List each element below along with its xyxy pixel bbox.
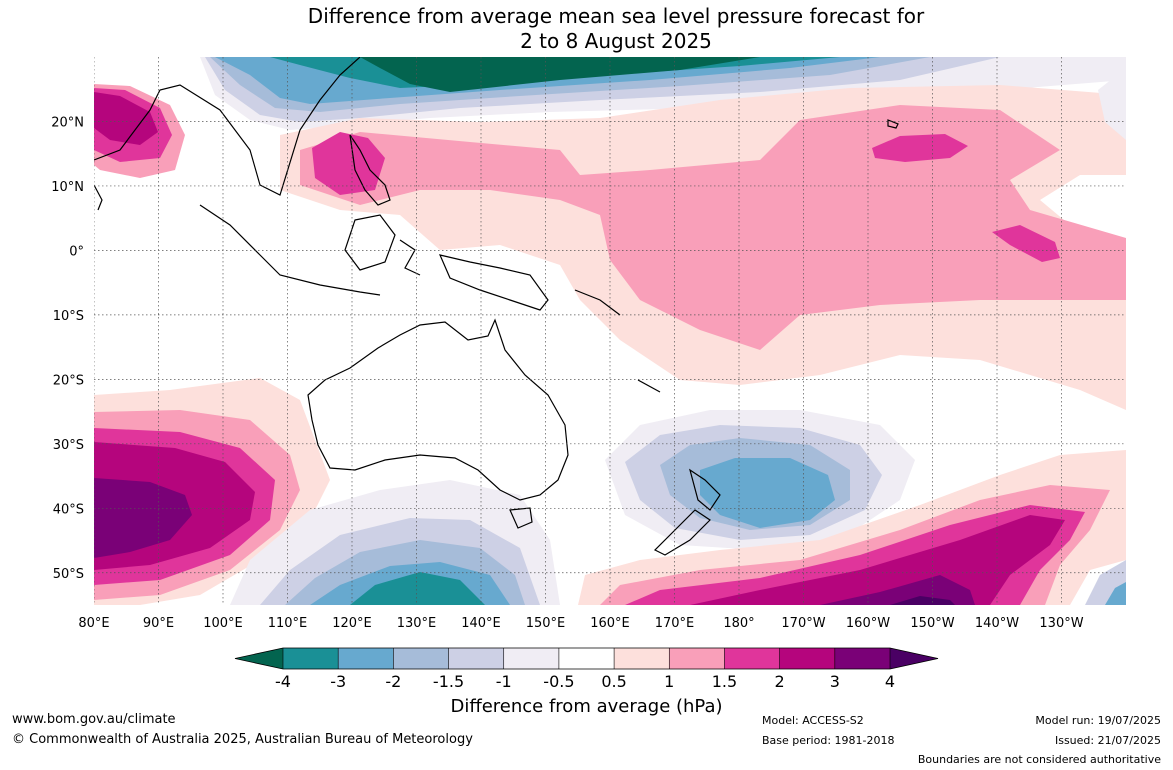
sulawesi-coast	[399, 239, 421, 276]
eq-band-pos-1p5-a	[312, 132, 385, 195]
tasmania-coast	[509, 507, 533, 529]
latitude-label: 10°S	[53, 309, 84, 324]
title-line-1: Difference from average mean sea level p…	[307, 4, 925, 28]
model-run-date: Model run: 19/07/2025	[1035, 714, 1161, 727]
colorbar-segment	[503, 648, 560, 669]
chart-title: Difference from average mean sea level p…	[0, 4, 1173, 54]
colorbar-tick-label: 1.5	[712, 672, 737, 691]
colorbar-segment	[338, 648, 394, 669]
longitude-label: 90°E	[143, 616, 174, 631]
longitude-label: 120°E	[332, 616, 372, 631]
longitude-label: 100°E	[203, 616, 243, 631]
issued-date: Issued: 21/07/2025	[1054, 734, 1161, 747]
colorbar-tick-label: -1	[496, 672, 512, 691]
philippines-coast	[349, 134, 391, 206]
latitude-label: 20°S	[53, 373, 84, 388]
eq-band-pos-1	[300, 105, 1126, 350]
sw-blob-pos-3	[94, 478, 192, 558]
ne-corner-neg	[1098, 68, 1126, 140]
north-band-below-4	[360, 57, 760, 92]
latitude-label: 50°S	[53, 567, 84, 582]
colorbar-tick-label: -0.5	[543, 672, 574, 691]
colorbar-tick-label: -2	[385, 672, 401, 691]
colorbar-segment	[724, 648, 781, 669]
colorbar-segment	[283, 648, 339, 669]
solomon-islands	[574, 289, 621, 316]
australia-coast	[307, 318, 569, 501]
colorbar-title: Difference from average (hPa)	[450, 696, 723, 717]
longitude-label: 160°E	[590, 616, 630, 631]
india-tip	[94, 184, 103, 211]
nz-blob-neg-2	[700, 458, 835, 528]
longitude-label: 150°E	[526, 616, 566, 631]
colorbar-tick-label: -3	[330, 672, 346, 691]
latitude-label: 40°S	[53, 502, 84, 517]
map-field	[94, 57, 1126, 605]
colorbar-tick-label: 1	[664, 672, 674, 691]
se-band-above-4	[890, 596, 955, 605]
longitude-label: 130°W	[1039, 616, 1083, 631]
nw-blob-pos-2	[94, 92, 158, 145]
copyright-text: © Commonwealth of Australia 2025, Austra…	[12, 732, 473, 747]
latitude-labels: 20°N 10°N 0° 10°S 20°S 30°S 40°S 50°S	[51, 115, 84, 581]
latitude-label: 30°S	[53, 438, 84, 453]
colorbar-segment	[393, 648, 450, 669]
longitude-label: 160°W	[846, 616, 890, 631]
hawaii-island	[887, 119, 899, 129]
latitude-label: 0°	[69, 244, 84, 259]
nz-north-coast	[689, 468, 721, 511]
colorbar-tick-label: 2	[775, 672, 785, 691]
website-link[interactable]: www.bom.gov.au/climate	[12, 712, 176, 727]
longitude-label: 180°	[723, 616, 754, 631]
colorbar-tick-label: 0.5	[601, 672, 626, 691]
longitude-label: 170°W	[781, 616, 825, 631]
colorbar: -4 -3 -2 -1.5 -1 -0.5 0.5 1 1.5 2 3 4	[234, 647, 939, 691]
base-period: Base period: 1981-2018	[762, 734, 895, 747]
longitude-label: 140°W	[975, 616, 1019, 631]
latitude-label: 10°N	[51, 180, 84, 195]
colorbar-extend-high	[890, 648, 938, 669]
longitude-label: 150°W	[910, 616, 954, 631]
borneo-coast	[344, 214, 396, 271]
nz-south-coast	[653, 509, 711, 556]
graticule	[94, 57, 1126, 605]
colorbar-extend-low	[235, 648, 283, 669]
longitude-labels: 80°E 90°E 100°E 110°E 120°E 130°E 140°E 150°E 16…	[78, 616, 1083, 631]
longitude-label: 80°E	[78, 616, 109, 631]
colorbar-tick-label: -1.5	[433, 672, 464, 691]
se-band-pos-2	[690, 515, 1065, 605]
coastlines	[94, 57, 899, 556]
eq-band-pos-1p5-c	[992, 225, 1060, 262]
longitude-label: 130°E	[397, 616, 437, 631]
latitude-label: 20°N	[51, 115, 84, 130]
title-line-2: 2 to 8 August 2025	[520, 29, 712, 53]
asia-coast	[94, 57, 361, 196]
colorbar-segment	[448, 648, 505, 669]
longitude-label: 110°E	[268, 616, 308, 631]
new-caledonia	[637, 379, 661, 393]
eq-band-pos-1p5-b	[872, 134, 968, 162]
se-corner-neg-2	[1105, 582, 1126, 605]
colorbar-segment	[779, 648, 836, 669]
colorbar-segment	[834, 648, 891, 669]
colorbar-tick-label: -4	[275, 672, 291, 691]
s-blob-neg-3	[350, 572, 485, 605]
se-band-pos-3	[820, 575, 975, 605]
colorbar-segment	[614, 648, 670, 669]
colorbar-segment	[558, 648, 615, 669]
boundaries-disclaimer: Boundaries are not considered authoritat…	[917, 753, 1161, 766]
sumatra-java-coast	[199, 204, 381, 296]
colorbar-segment	[669, 648, 725, 669]
colorbar-tick-label: 4	[885, 672, 895, 691]
model-name: Model: ACCESS-S2	[762, 714, 864, 727]
longitude-label: 170°E	[655, 616, 695, 631]
new-guinea-coast	[438, 254, 549, 311]
longitude-label: 140°E	[461, 616, 501, 631]
colorbar-tick-label: 3	[830, 672, 840, 691]
